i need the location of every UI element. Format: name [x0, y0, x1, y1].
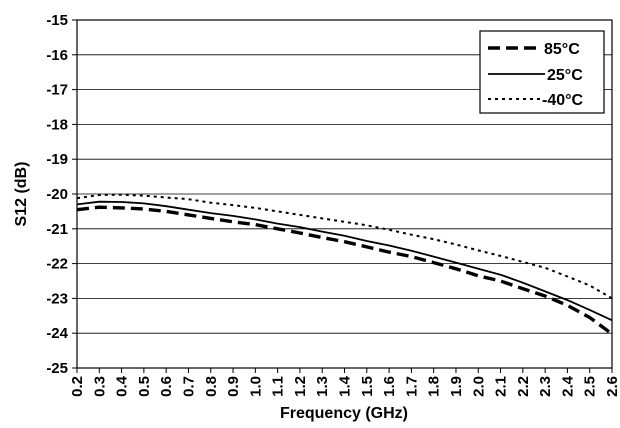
x-tick-label: 1.1 [270, 376, 287, 397]
gridlines [77, 54, 612, 334]
x-tick-label: 0.8 [203, 376, 220, 397]
x-tick-label: 0.2 [69, 376, 86, 397]
series-lines [76, 193, 614, 336]
x-tick-label: 1.9 [448, 376, 465, 397]
y-axis-ticks: -15 -16 -17 -18 -19 -20 -21 -22 -23 -24 -25 [46, 12, 77, 377]
y-tick-label: -16 [46, 47, 68, 64]
x-tick-label: 1.7 [403, 376, 420, 397]
x-tick-label: 2.5 [582, 376, 599, 397]
x-tick-label: 1.4 [337, 375, 354, 397]
x-tick-label: 1.2 [292, 376, 309, 397]
x-tick-label: 0.3 [91, 376, 108, 397]
series-line-85c [76, 205, 614, 336]
y-tick-label: -25 [46, 360, 68, 377]
y-tick-label: -24 [46, 325, 68, 342]
y-tick-label: -15 [46, 12, 68, 29]
x-tick-label: 2.4 [559, 375, 576, 397]
y-tick-label: -20 [46, 186, 68, 203]
x-axis-ticks: 0.2 0.3 0.4 0.5 0.6 0.7 0.8 0.9 1.0 1.1 1.2 1.3 1.4 1… [69, 368, 620, 397]
x-tick-label: 0.4 [114, 375, 131, 397]
x-tick-label: 1.6 [381, 376, 398, 397]
x-tick-label: 1.8 [426, 376, 443, 397]
x-tick-label: 2.2 [515, 376, 532, 397]
x-tick-label: 2.0 [470, 376, 487, 397]
x-tick-label: 0.7 [180, 376, 197, 397]
series-line-25c [76, 200, 613, 322]
x-tick-label: 0.9 [225, 376, 242, 397]
y-tick-label: -22 [46, 256, 68, 273]
legend-label-minus40c: -40°C [542, 92, 584, 109]
legend-label-85c: 85°C [544, 41, 580, 58]
x-tick-label: 1.3 [314, 376, 331, 397]
x-tick-label: 1.0 [247, 376, 264, 397]
x-tick-label: 0.5 [136, 376, 153, 397]
x-tick-label: 1.5 [359, 376, 376, 397]
y-tick-label: -23 [46, 290, 68, 307]
x-tick-label: 2.3 [537, 376, 554, 397]
legend: 85°C 25°C -40°C [479, 30, 605, 114]
legend-label-25c: 25°C [547, 67, 583, 84]
x-tick-label: 0.6 [158, 376, 175, 397]
y-tick-label: -21 [46, 221, 68, 238]
x-tick-label: 2.1 [493, 376, 510, 397]
y-tick-label: -19 [46, 151, 68, 168]
y-tick-label: -18 [46, 116, 68, 133]
x-tick-label: 2.6 [604, 376, 620, 397]
y-tick-label: -17 [46, 82, 68, 99]
y-axis-title: S12 (dB) [13, 162, 30, 227]
legend-box [479, 30, 605, 114]
x-axis-title: Frequency (GHz) [280, 405, 408, 422]
